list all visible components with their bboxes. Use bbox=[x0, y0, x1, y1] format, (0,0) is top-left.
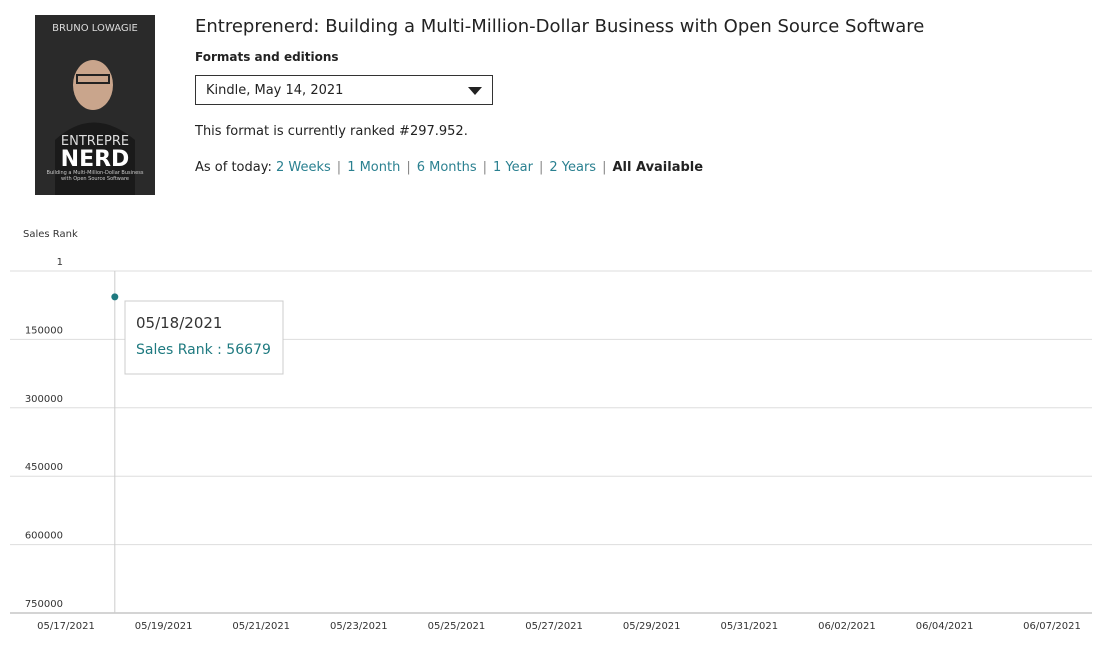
y-tick-label: 150000 bbox=[25, 325, 63, 336]
y-axis-label: Sales Rank bbox=[23, 229, 78, 240]
y-tick-label: 300000 bbox=[25, 394, 63, 405]
x-tick-label: 05/31/2021 bbox=[721, 621, 779, 632]
book-cover: BRUNO LOWAGIE ENTREPRE NERD Building a M… bbox=[35, 15, 155, 195]
y-tick-label: 600000 bbox=[25, 531, 63, 542]
x-tick-label: 06/02/2021 bbox=[818, 621, 876, 632]
range-link[interactable]: 1 Month bbox=[347, 160, 401, 175]
range-link[interactable]: 6 Months bbox=[416, 160, 477, 175]
as-of-label: As of today: bbox=[195, 160, 272, 175]
separator: | bbox=[602, 160, 607, 175]
y-tick-label: 1 bbox=[57, 257, 63, 268]
tooltip-box bbox=[124, 300, 284, 375]
tooltip: 05/18/2021 Sales Rank : 56679 bbox=[124, 300, 284, 375]
x-tick-label: 05/29/2021 bbox=[623, 621, 681, 632]
range-selector: As of today: 2 Weeks | 1 Month | 6 Months | 1 … bbox=[195, 160, 703, 175]
separator: | bbox=[336, 160, 342, 175]
separator: | bbox=[538, 160, 544, 175]
range-link[interactable]: 2 Years bbox=[549, 160, 597, 175]
range-link[interactable]: 2 Weeks bbox=[276, 160, 331, 175]
separator: | bbox=[406, 160, 411, 175]
tooltip-value: Sales Rank : 56679 bbox=[136, 342, 271, 358]
x-tick-label: 05/27/2021 bbox=[525, 621, 583, 632]
active-range: All Available bbox=[612, 160, 704, 175]
cover-title-bottom: NERD bbox=[61, 147, 130, 172]
x-tick-label: 06/04/2021 bbox=[916, 621, 974, 632]
chart: Sales Rank 1 150000 300000 450000 600000 7500… bbox=[10, 229, 1092, 632]
cover-subtitle: Building a Multi-Million-Dollar Business… bbox=[46, 170, 144, 182]
x-tick-label: 05/19/2021 bbox=[135, 621, 193, 632]
separator: | bbox=[482, 160, 488, 175]
x-tick-label: 05/25/2021 bbox=[428, 621, 486, 632]
hover-point bbox=[111, 293, 119, 301]
formats-label: Formats and editions bbox=[195, 50, 339, 64]
cover-title-top: ENTREPRE bbox=[61, 134, 129, 149]
format-dropdown[interactable]: Kindle, May 14, 2021 bbox=[195, 75, 493, 105]
x-tick-label: 05/23/2021 bbox=[330, 621, 388, 632]
tooltip-date: 05/18/2021 bbox=[136, 314, 222, 332]
dropdown-text: Kindle, May 14, 2021 bbox=[206, 83, 344, 98]
dropdown-arrow bbox=[468, 87, 482, 95]
x-tick-label: 05/17/2021 bbox=[37, 621, 95, 632]
x-tick-label: 06/07/2021 bbox=[1023, 621, 1081, 632]
y-tick-label: 750000 bbox=[25, 599, 63, 610]
x-tick-label: 05/21/2021 bbox=[232, 621, 290, 632]
rank-text: This format is currently ranked #297.952… bbox=[195, 124, 468, 139]
range-link[interactable]: 1 Year bbox=[493, 160, 533, 175]
cover-art: BRUNO LOWAGIE ENTREPRE NERD Building a M… bbox=[35, 15, 155, 195]
cover-author: BRUNO LOWAGIE bbox=[52, 23, 138, 34]
y-tick-label: 450000 bbox=[25, 462, 63, 473]
book-title: Entreprenerd: Building a Multi-Million-D… bbox=[195, 16, 925, 37]
